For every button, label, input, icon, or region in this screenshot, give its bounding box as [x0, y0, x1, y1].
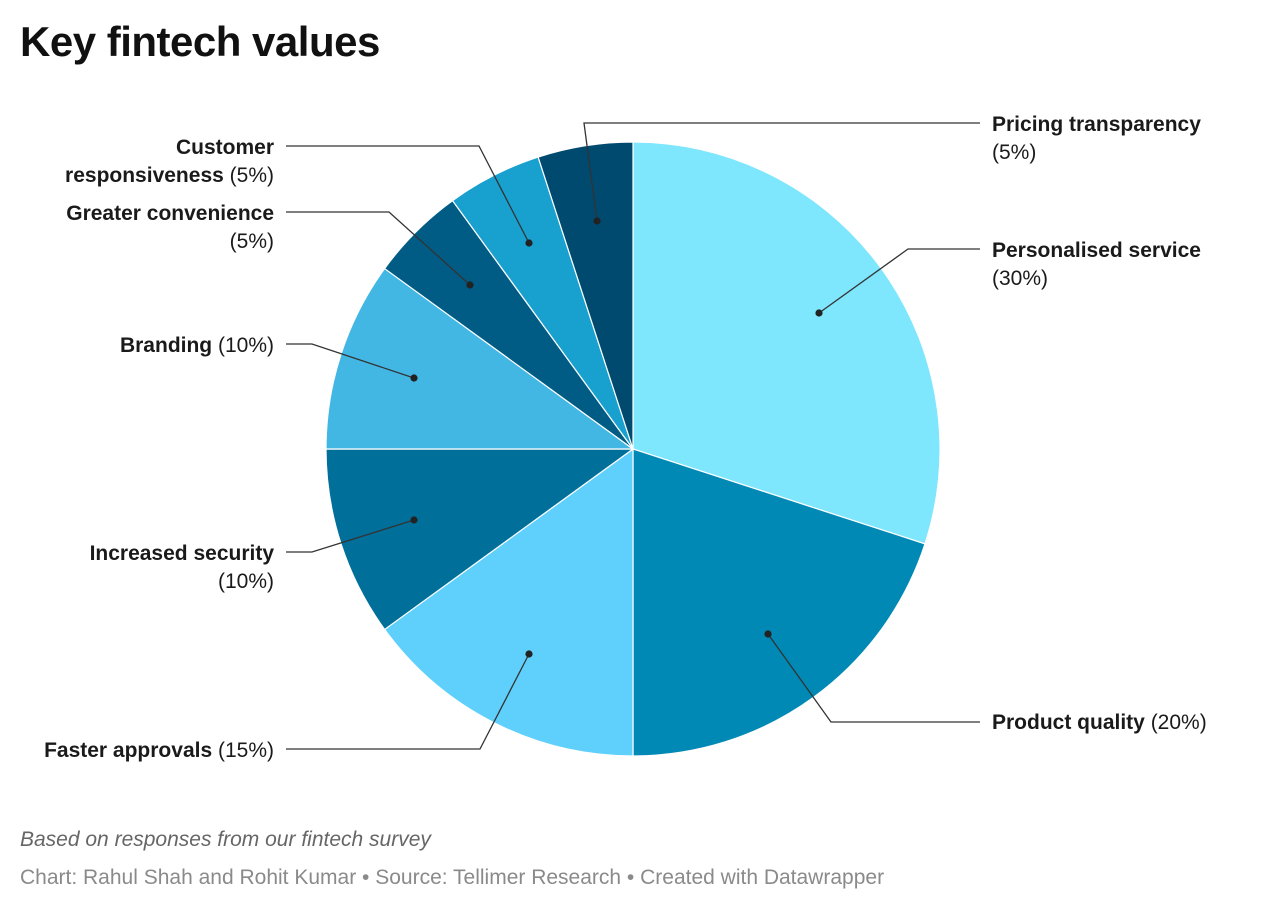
- leader-dot-branding: [410, 374, 418, 382]
- slice-label-pricing-transparency: Pricing transparency (5%): [992, 113, 1201, 164]
- slice-label-greater-convenience: Greater convenience (5%): [66, 202, 274, 253]
- chart-notes: Based on responses from our fintech surv…: [20, 828, 431, 851]
- pie-slice-pricing-transparency: [537, 141, 634, 450]
- leader-dot-product-quality: [764, 630, 772, 638]
- leader-dot-greater-convenience: [466, 281, 474, 289]
- leader-line-personalised-service: [818, 248, 980, 314]
- leader-line-faster-approvals: [286, 653, 530, 750]
- slice-label-branding: Branding (10%): [120, 334, 274, 357]
- leader-dot-customer-responsiveness: [525, 239, 533, 247]
- leader-line-customer-responsiveness: [286, 145, 530, 244]
- leader-line-branding: [286, 343, 415, 379]
- slice-label-faster-approvals: Faster approvals (15%): [44, 739, 274, 762]
- chart-title: Key fintech values: [20, 18, 380, 65]
- leader-dot-increased-security: [410, 516, 418, 524]
- leader-dot-personalised-service: [815, 309, 823, 317]
- leader-lines: [286, 122, 980, 750]
- slice-label-personalised-service: Personalised service (30%): [992, 239, 1201, 290]
- slice-label-product-quality: Product quality (20%): [992, 711, 1207, 734]
- leader-dot-faster-approvals: [525, 650, 533, 658]
- leader-line-increased-security: [286, 519, 415, 553]
- pie-slices: [325, 141, 941, 757]
- leader-line-greater-convenience: [286, 211, 471, 286]
- leader-dot-pricing-transparency: [593, 217, 601, 225]
- leader-line-product-quality: [767, 633, 980, 723]
- leader-line-pricing-transparency: [583, 122, 980, 222]
- pie-slice-increased-security: [325, 448, 635, 631]
- slice-label-customer-responsiveness: Customer responsiveness (5%): [65, 136, 274, 187]
- slice-labels: Personalised service (30%) Product quality…: [44, 113, 1207, 762]
- chart-credits: Chart: Rahul Shah and Rohit Kumar • Sour…: [20, 866, 885, 889]
- slice-label-increased-security: Increased security (10%): [90, 542, 275, 593]
